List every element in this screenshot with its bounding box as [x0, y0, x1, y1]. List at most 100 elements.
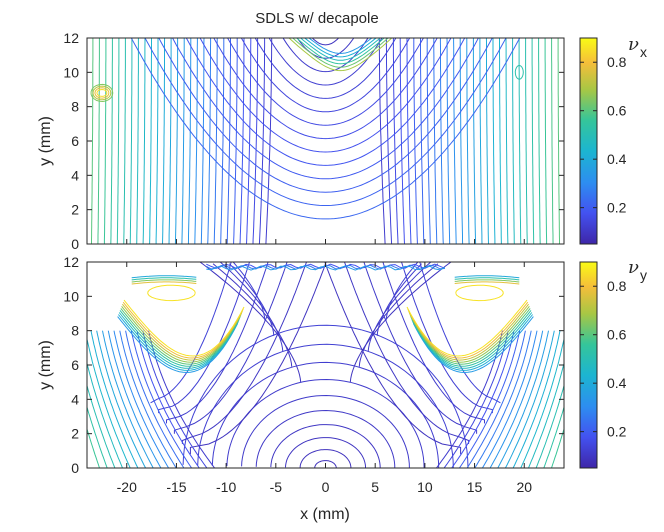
contour-line-side	[103, 38, 107, 244]
contour-line-side	[466, 38, 470, 244]
y-tick-label: 0	[71, 236, 79, 252]
contour-line-resonance	[409, 308, 531, 365]
contour-line-side	[142, 38, 146, 244]
x-ticks-bottom: -20 -15 -10 -5 0 5 10 15 20	[117, 262, 532, 495]
contour-line-side	[239, 38, 245, 244]
contour-lines-top	[90, 38, 572, 244]
contour-line-outer	[136, 330, 200, 468]
x-tick-label: 20	[516, 479, 532, 495]
contour-line-island	[147, 284, 196, 302]
colorbar-bottom: 0.2 0.4 0.6 0.8 ν y	[579, 257, 647, 469]
contour-line-band	[131, 279, 197, 283]
y-tick-label: 4	[71, 391, 79, 407]
contour-line-side	[200, 38, 205, 244]
y-tick-label: 6	[71, 133, 79, 149]
contour-line-arc	[226, 38, 425, 126]
contour-line-arc	[311, 38, 340, 46]
contour-line-band	[454, 279, 520, 283]
contour-line-side	[220, 38, 225, 244]
contour-line-outer	[520, 336, 564, 468]
contour-line-saddle	[181, 262, 307, 444]
chart-title: SDLS w/ decapole	[255, 10, 378, 27]
x-tick-label: 15	[467, 479, 483, 495]
contour-line-arch	[197, 343, 454, 468]
contour-line-cap	[295, 38, 385, 65]
contour-line-outer	[113, 330, 170, 468]
contour-line-side	[181, 38, 185, 244]
contour-line-side	[518, 38, 522, 244]
contour-line-outer	[130, 330, 193, 468]
plot-area-bottom	[87, 262, 564, 468]
contour-line-side	[571, 38, 572, 244]
contour-line-outer	[107, 330, 162, 468]
contour-line-side	[110, 38, 113, 244]
contour-line-outer	[119, 330, 177, 468]
contour-line-outer	[474, 330, 532, 468]
panel-bottom: 0 2 4 6 8 10 12 -20 -15 -10 -5 0 5 10 15 20 y (mm) x (…	[37, 254, 565, 523]
contour-line-side	[433, 38, 438, 244]
contour-line-saddle	[324, 262, 462, 455]
contour-line-arch	[285, 437, 366, 468]
contour-line-side	[531, 38, 535, 244]
contour-line-saddle	[401, 262, 493, 414]
contour-line-outer	[481, 330, 538, 468]
contour-line-saddle	[419, 262, 501, 404]
x-tick-label: 5	[371, 479, 379, 495]
colorbar-gradient-top	[579, 37, 598, 245]
contour-line-arch	[255, 409, 396, 468]
colorbar-ticks-top: 0.2 0.4 0.6 0.8	[580, 54, 627, 216]
contour-line-resonance	[411, 312, 533, 369]
contour-line-side	[265, 38, 273, 244]
contour-line-outer	[148, 330, 215, 468]
contour-line-side	[453, 38, 457, 244]
y-tick-label: 0	[71, 460, 79, 476]
contour-line-resonance	[118, 314, 239, 371]
contour-line-side	[446, 38, 451, 244]
contour-line-arc	[185, 38, 466, 166]
contour-line-side	[252, 38, 259, 244]
contour-line-cap	[299, 38, 381, 61]
contour-line-outer	[551, 427, 564, 468]
contour-line-saddle	[150, 262, 232, 404]
x-tick-label: -20	[117, 479, 137, 495]
contour-line-arc	[158, 38, 493, 193]
contour-line-arc	[254, 38, 397, 99]
colorbar-label-bottom: ν	[628, 257, 639, 278]
contour-line-saddle	[344, 262, 470, 444]
contour-line-outer	[504, 330, 555, 468]
y-tick-label: 2	[71, 426, 79, 442]
contour-line-arc	[282, 38, 369, 73]
contour-line-arch	[241, 394, 410, 468]
contour-line-arc	[130, 38, 521, 220]
y-tick-label: 6	[71, 357, 79, 373]
contour-line-side	[168, 38, 172, 244]
contour-line-outer	[436, 330, 503, 468]
contour-line-outer	[87, 361, 123, 468]
contour-line-side	[505, 38, 509, 244]
contour-line-outer	[142, 330, 208, 468]
contour-line-outer	[451, 330, 515, 468]
contour-line-upper	[232, 262, 266, 321]
colorbar-tick-label: 0.4	[607, 375, 627, 391]
contour-line-arch	[182, 324, 469, 468]
y-ticks-top: 0 2 4 6 8 10 12	[63, 30, 564, 252]
contour-line-upper	[349, 262, 452, 383]
contour-line-side	[194, 38, 198, 244]
contour-line-outer	[87, 427, 100, 468]
contour-line-cap	[288, 38, 393, 72]
contour-line-resonance	[122, 303, 243, 361]
contour-line-outer	[96, 330, 147, 468]
contour-line-outer	[125, 330, 185, 468]
contour-lines-bottom	[87, 262, 564, 468]
contour-line-resonance	[121, 305, 243, 363]
y-axis-label-bottom: y (mm)	[37, 340, 54, 390]
contour-line-resonance	[412, 314, 533, 371]
y-ticks-bottom: 0 2 4 6 8 10 12	[63, 254, 564, 476]
contour-line-side	[155, 38, 159, 244]
colorbar-top: 0.2 0.4 0.6 0.8 ν x	[579, 34, 647, 245]
contour-line-side	[406, 38, 412, 244]
contour-line-outer	[543, 405, 564, 468]
contour-line-side	[392, 38, 399, 244]
contour-line-outer	[466, 330, 526, 468]
contour-line-island	[455, 284, 504, 302]
